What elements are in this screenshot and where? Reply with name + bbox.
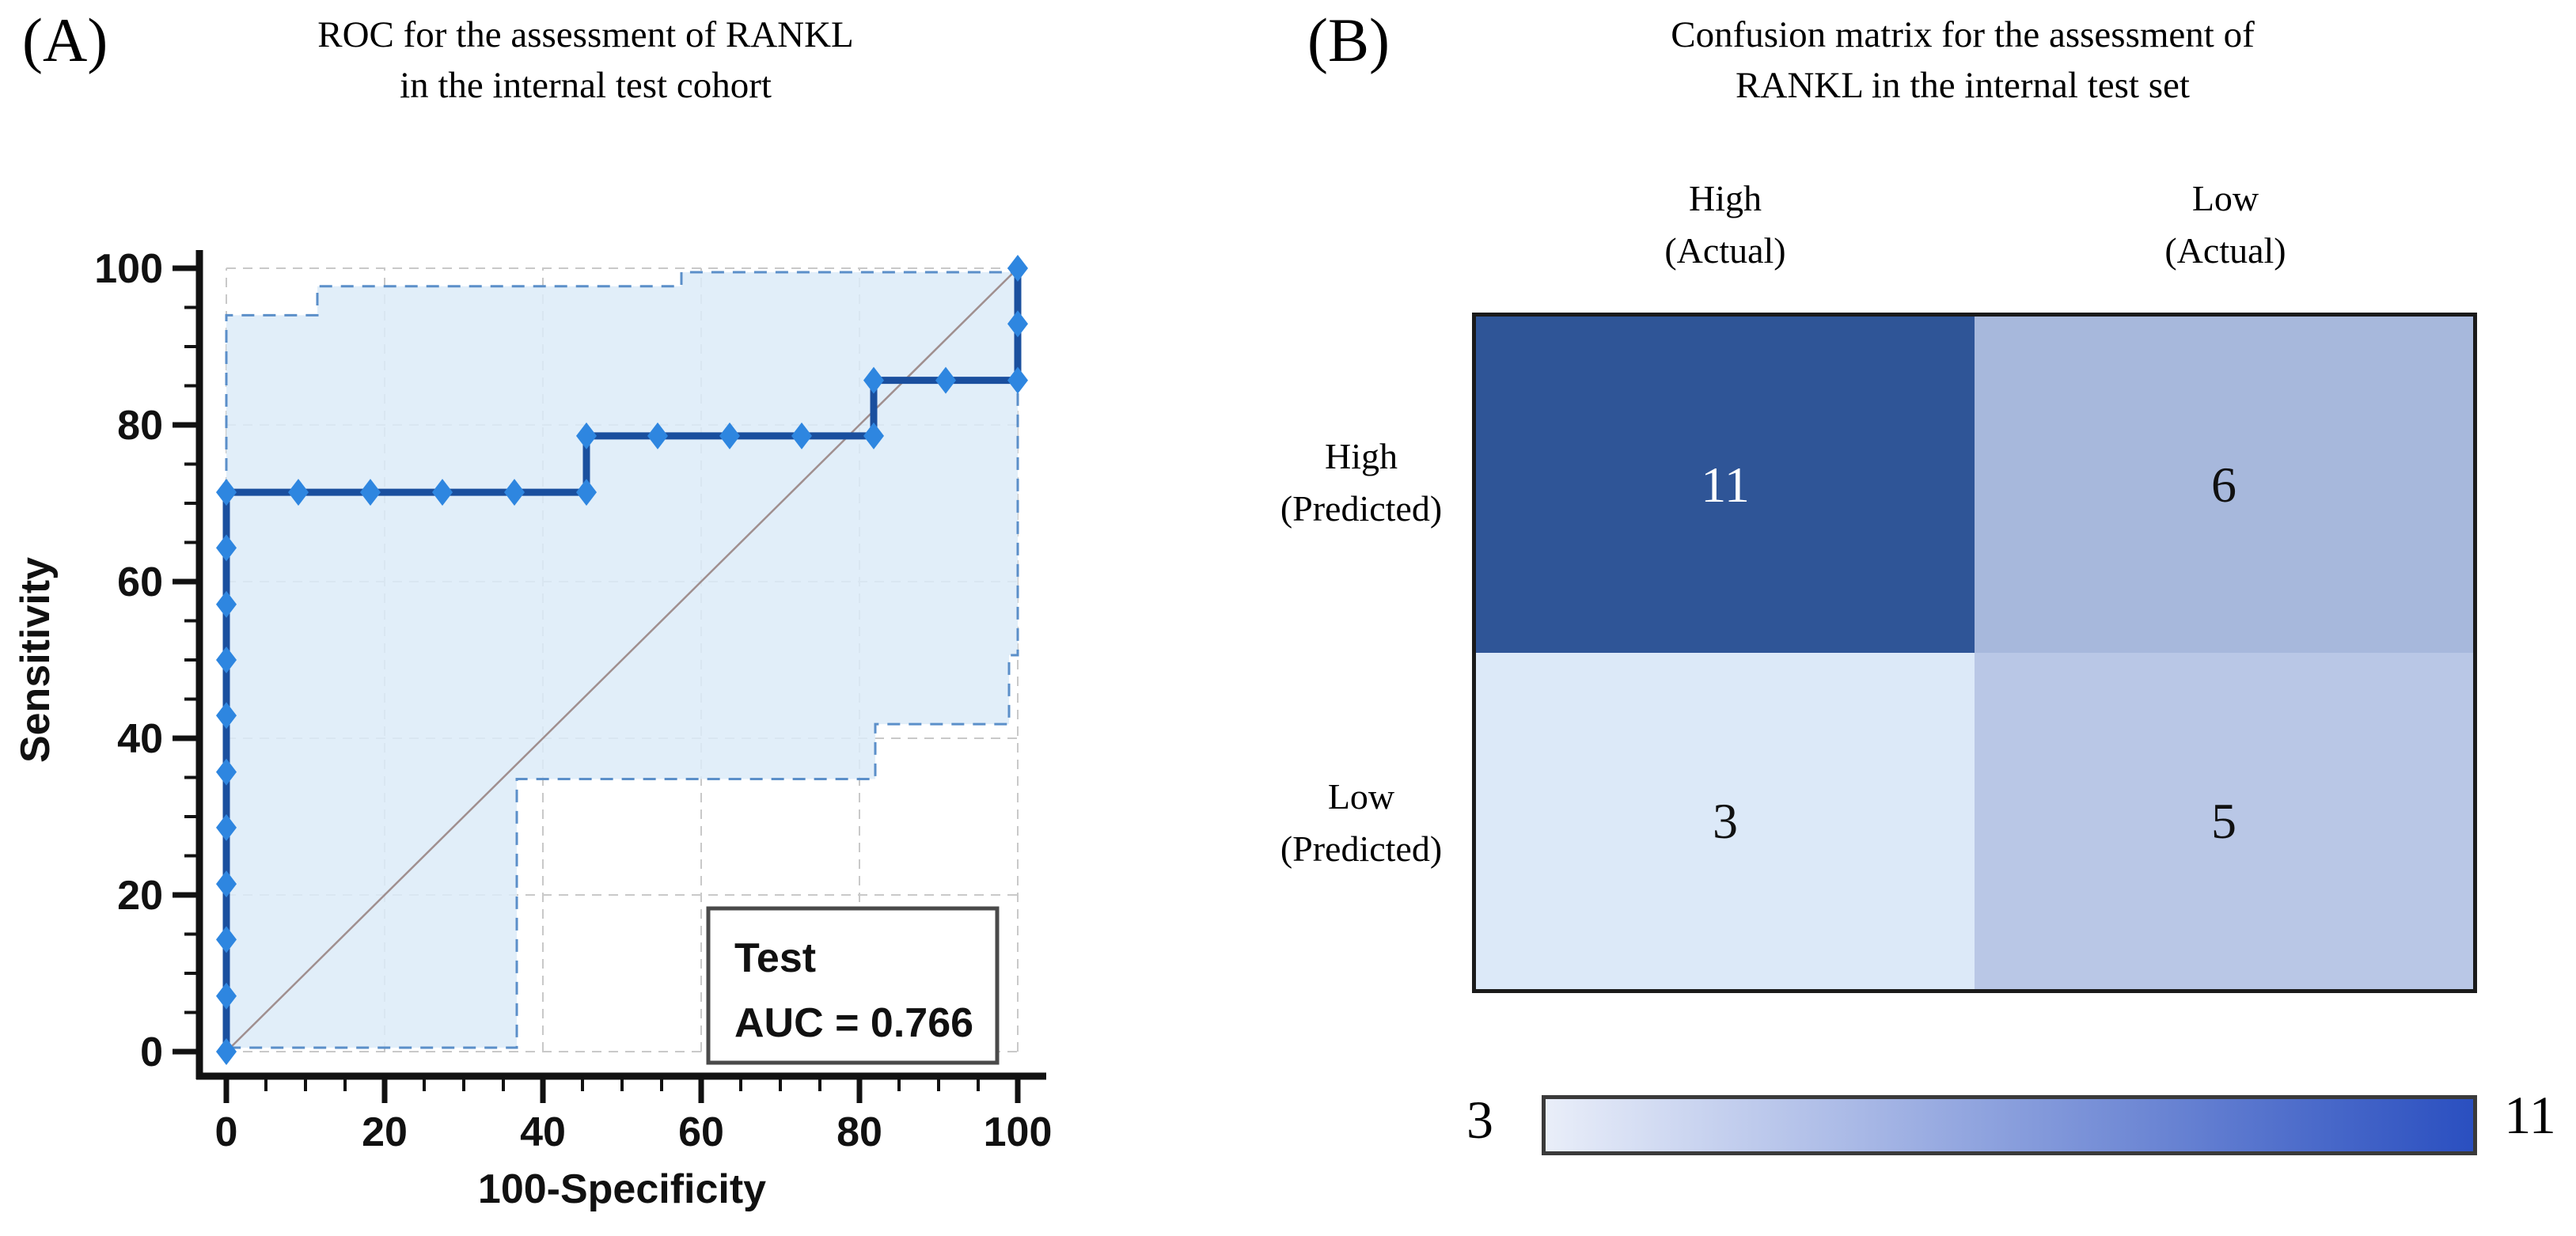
- cm-cell-true-low: 5: [1975, 653, 2473, 989]
- y-tick-label: 60: [117, 559, 163, 605]
- x-tick-label: 20: [362, 1109, 408, 1155]
- roc-title: ROC for the assessment of RANKL in the i…: [119, 9, 1053, 111]
- cm-cell-true-high: 11: [1476, 317, 1975, 653]
- cm-cell-false-low: 3: [1476, 653, 1975, 989]
- x-tick-label: 0: [215, 1109, 238, 1155]
- cm-cell-value: 3: [1713, 792, 1738, 849]
- x-axis-label: 100-Specificity: [478, 1166, 766, 1212]
- y-tick-label: 40: [117, 716, 163, 762]
- colorbar: [1542, 1095, 2477, 1155]
- y-tick-label: 20: [117, 873, 163, 919]
- panel-b-label: (B): [1307, 6, 1390, 74]
- y-tick-label: 80: [117, 403, 163, 449]
- reference-diagonal: [226, 267, 1019, 1052]
- y-axis-label: Sensitivity: [13, 557, 59, 763]
- x-tick-label: 40: [520, 1109, 566, 1155]
- roc-curve: [216, 255, 1028, 1065]
- cm-title-line2: RANKL in the internal test set: [1736, 65, 2190, 106]
- cm-row-label-high-predicted: High (Predicted): [1280, 436, 1443, 529]
- panel-a-label: (A): [22, 6, 108, 74]
- legend-auc-value: AUC = 0.766: [734, 1000, 973, 1046]
- cm-row-label-low-predicted: Low (Predicted): [1280, 776, 1443, 869]
- x-tick-label: 100: [984, 1109, 1053, 1155]
- roc-title-line1: ROC for the assessment of RANKL: [317, 14, 854, 55]
- axes: [173, 250, 1046, 1103]
- x-tick-label: 60: [678, 1109, 724, 1155]
- legend-frame: [706, 906, 1000, 1065]
- cm-title: Confusion matrix for the assessment of R…: [1417, 9, 2509, 111]
- y-tick-label: 0: [140, 1029, 163, 1075]
- cm-title-line1: Confusion matrix for the assessment of: [1671, 14, 2255, 55]
- legend-box: Test AUC = 0.766: [706, 906, 1000, 1065]
- x-tick-label: 80: [837, 1109, 882, 1155]
- cm-cell-false-high: 6: [1975, 317, 2473, 653]
- colorbar-min-label: 3: [1466, 1090, 1493, 1150]
- roc-title-line2: in the internal test cohort: [400, 65, 772, 106]
- cm-cell-value: 6: [2211, 456, 2236, 513]
- tick-labels: 0 20 40 60 80 100 0 20 40 60 80 100: [94, 246, 1052, 1155]
- colorbar-max-label: 11: [2504, 1085, 2556, 1145]
- y-tick-label: 100: [94, 246, 163, 292]
- roc-plot: 0 20 40 60 80 100 0 20 40 60 80 100 Sensitivity 100…: [13, 246, 1052, 1212]
- confusion-matrix: 11 6 3 5: [1472, 313, 2477, 993]
- cm-col-header-high-actual: High (Actual): [1664, 178, 1786, 271]
- cm-cell-value: 11: [1701, 456, 1750, 513]
- cm-col-header-low-actual: Low (Actual): [2164, 178, 2286, 271]
- cm-cell-value: 5: [2211, 792, 2236, 849]
- legend-series-name: Test: [734, 935, 816, 981]
